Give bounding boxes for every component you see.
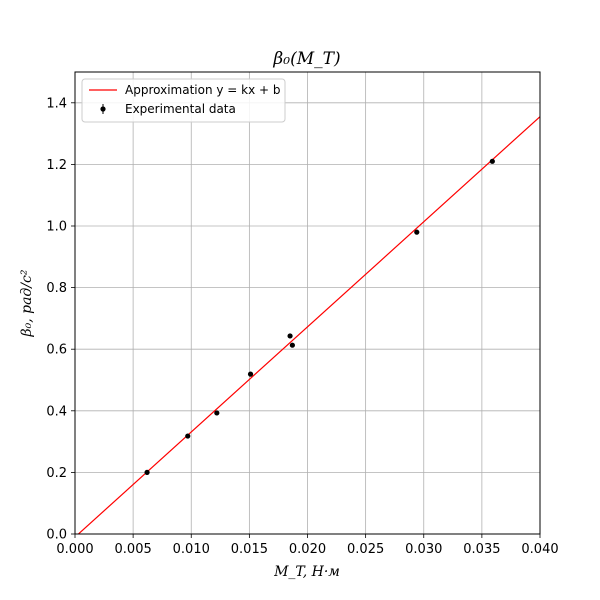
x-tick-label: 0.025 [347, 542, 384, 557]
y-tick-label: 0.2 [46, 466, 67, 481]
x-tick-label: 0.030 [405, 542, 442, 557]
x-tick-label: 0.005 [115, 542, 152, 557]
legend-box [81, 78, 286, 123]
data-point [144, 469, 150, 475]
data-point [489, 158, 495, 164]
chart-title: β₀(M_T) [272, 49, 340, 69]
x-tick-label: 0.015 [231, 542, 268, 557]
y-axis-ticks: 0.0 0.2 0.4 0.6 0.8 1.0 1.2 1.4 [46, 96, 75, 543]
y-tick-label: 0.0 [46, 528, 67, 543]
plot-series [77, 116, 540, 534]
data-point [214, 410, 220, 416]
x-tick-label: 0.035 [463, 542, 500, 557]
y-tick-label: 1.2 [46, 158, 67, 173]
data-point [247, 371, 254, 377]
y-tick-label: 1.0 [46, 220, 67, 235]
y-tick-label: 1.4 [46, 96, 67, 111]
data-point [289, 342, 295, 348]
x-tick-label: 0.000 [56, 542, 93, 557]
legend-label: Experimental data [125, 102, 236, 116]
y-tick-label: 0.4 [46, 404, 67, 419]
x-tick-label: 0.020 [289, 542, 326, 557]
legend-point-swatch [100, 106, 106, 112]
data-point [414, 229, 420, 235]
x-tick-label: 0.010 [173, 542, 210, 557]
x-axis-label: M_T, Н·м [273, 564, 340, 580]
legend-label: Approximation y = kx + b [125, 83, 281, 97]
y-axis-label: β₀, рад/с² [19, 269, 35, 337]
y-tick-label: 0.8 [46, 281, 67, 296]
x-axis-ticks: 0.000 0.005 0.010 0.015 0.020 0.025 0.030 0.035… [56, 534, 559, 557]
data-point [287, 333, 293, 339]
legend: Approximation y = kx + b Experimental dat… [81, 78, 286, 123]
y-tick-label: 0.6 [46, 343, 67, 358]
plot-frame [74, 71, 541, 535]
approximation-line [77, 116, 540, 534]
x-tick-label: 0.040 [521, 542, 558, 557]
data-point [185, 433, 191, 439]
